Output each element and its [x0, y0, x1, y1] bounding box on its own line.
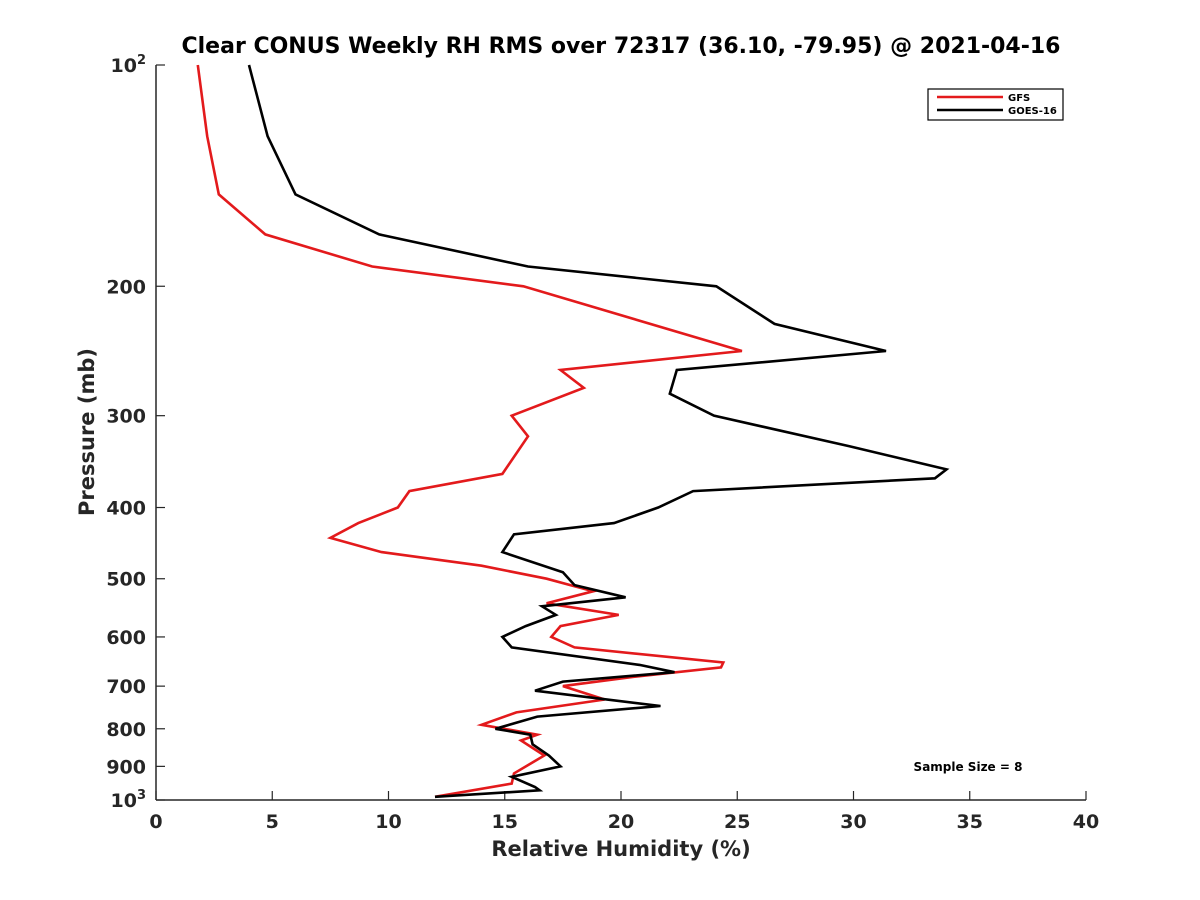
y-tick-label: 400	[106, 498, 146, 520]
y-tick-label-base: 800	[106, 719, 146, 741]
x-tick-label: 0	[149, 811, 162, 833]
y-tick-label-base: 900	[106, 756, 146, 778]
x-tick-label: 5	[266, 811, 279, 833]
y-tick-label-exponent: 3	[137, 788, 146, 803]
y-tick-label-base: 300	[106, 406, 146, 428]
y-tick-label-base: 600	[106, 627, 146, 649]
x-tick-label: 20	[608, 811, 634, 833]
y-tick-label: 900	[106, 756, 146, 778]
y-tick-label-base: 200	[106, 276, 146, 298]
y-tick-label-base: 700	[106, 676, 146, 698]
x-tick-label: 25	[724, 811, 750, 833]
axis-ticks: 0 5 10 15 20 25 30 35 40102200300400500600700800…	[106, 53, 1099, 833]
series-line-goes16	[247, 64, 950, 799]
x-axis-label: Relative Humidity (%)	[491, 837, 750, 861]
sample-size-annotation: Sample Size = 8	[914, 760, 1023, 774]
series-lines	[196, 64, 950, 799]
legend-box	[927, 88, 1064, 121]
y-tick-label: 200	[106, 276, 146, 298]
y-tick-label: 103	[111, 788, 147, 812]
legend: GFS GOES-16	[927, 88, 1064, 121]
y-tick-label: 600	[106, 627, 146, 649]
y-tick-label-base: 400	[106, 498, 146, 520]
y-tick-label-exponent: 2	[137, 53, 146, 68]
series-line-gfs	[196, 64, 743, 799]
x-tick-label: 10	[375, 811, 401, 833]
y-tick-label-base: 500	[106, 569, 146, 591]
x-tick-label: 15	[492, 811, 518, 833]
y-tick-label: 102	[111, 53, 147, 77]
legend-label-goes16: GOES-16	[1008, 106, 1057, 117]
y-tick-label: 700	[106, 676, 146, 698]
y-tick-label-base: 10	[111, 790, 137, 812]
x-tick-label: 40	[1073, 811, 1099, 833]
y-tick-label: 800	[106, 719, 146, 741]
x-tick-label: 30	[840, 811, 866, 833]
x-tick-label: 35	[957, 811, 983, 833]
chart-title: Clear CONUS Weekly RH RMS over 72317 (36…	[182, 34, 1061, 59]
y-tick-label-base: 10	[111, 55, 137, 77]
legend-label-gfs: GFS	[1008, 93, 1030, 104]
y-tick-label: 300	[106, 406, 146, 428]
y-tick-label: 500	[106, 569, 146, 591]
y-axis-label: Pressure (mb)	[75, 348, 99, 516]
